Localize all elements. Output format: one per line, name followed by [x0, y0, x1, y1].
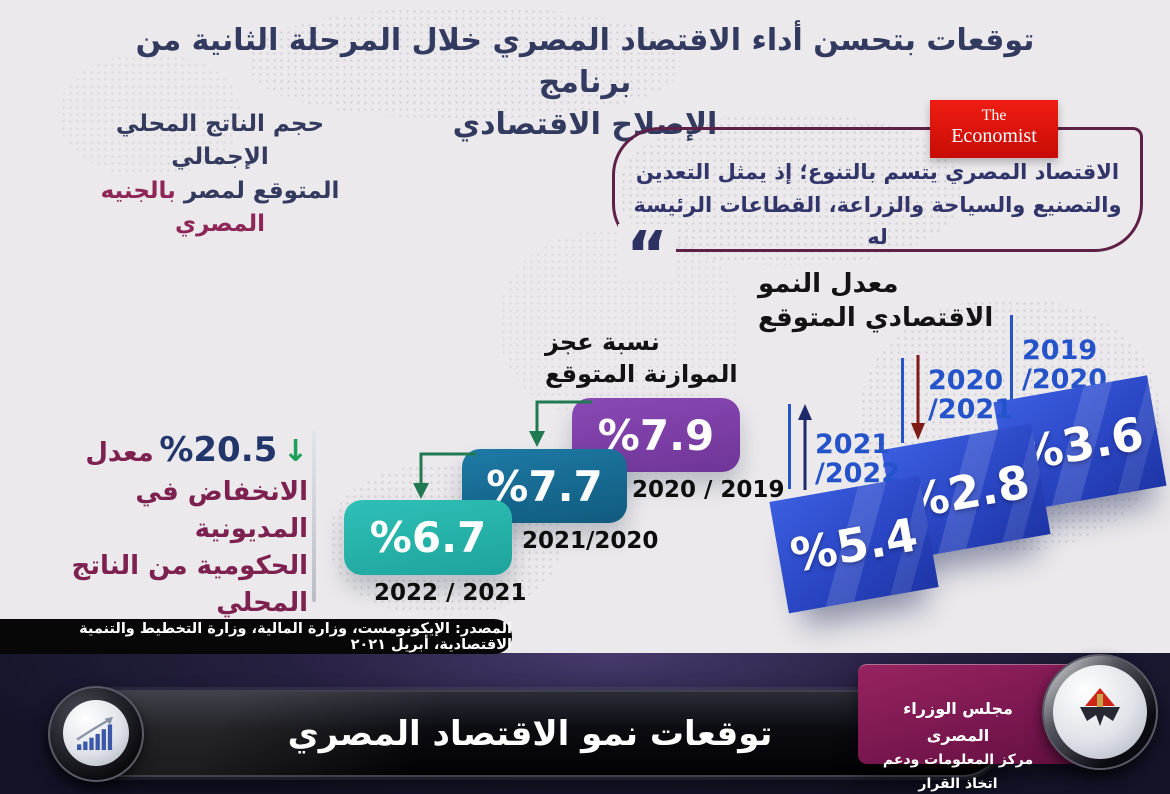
step-down-arrow-icon — [529, 400, 592, 447]
page-title-line2: الإصلاح الاقتصادي — [452, 107, 718, 142]
deficit-section-heading: نسبة عجز الموازنة المتوقع — [545, 326, 740, 391]
banner-gloss — [57, 692, 1003, 775]
debt-line1: ↓ %20.5 معدل — [18, 426, 308, 474]
vertical-divider — [312, 430, 316, 602]
gdp-heading-line1: حجم الناتج المحلي الإجمالي — [115, 111, 325, 171]
growth-year: 2019 /2020 — [1022, 336, 1107, 394]
growth-heading-line1: معدل النمو — [758, 269, 899, 299]
step-down-arrow-icon — [413, 452, 476, 499]
gdp-heading-line2-wrap: المتوقع لمصر بالجنيه المصري — [70, 175, 370, 242]
cabinet-badge — [1053, 665, 1147, 759]
down-arrow-icon — [911, 355, 925, 440]
quote-line1: الاقتصاد المصري يتسم بالتنوع؛ إذ يمثل ال… — [635, 160, 1120, 184]
year-top: 2020 — [928, 365, 1004, 396]
growth-heading-line2: الاقتصادي المتوقع — [758, 302, 994, 333]
deficit-year: 2020 / 2019 — [632, 477, 785, 503]
page-title: توقعات بتحسن أداء الاقتصاد المصري خلال ا… — [100, 20, 1070, 146]
cabinet-org-line2: مركز المعلومات ودعم اتخاذ القرار — [882, 752, 1034, 793]
debt-line2: الانخفاض في المديونية — [135, 477, 308, 545]
egypt-emblem-icon — [1080, 688, 1120, 726]
deficit-year: 2021/2020 — [522, 528, 659, 554]
cabinet-org-text: مجلس الوزراء المصرى مركز المعلومات ودعم … — [870, 695, 1046, 794]
footer-banner: توقعات نمو الاقتصاد المصري — [55, 690, 1005, 777]
deficit-heading-line1: نسبة عجز — [545, 328, 660, 356]
footer: توقعات نمو الاقتصاد المصري مجلس الوزراء … — [0, 653, 1170, 794]
economist-logo-line2: Economist — [951, 125, 1037, 148]
deficit-card-2021-2022: %6.7 — [329, 500, 512, 588]
economist-logo-line1: The — [981, 107, 1007, 124]
debt-label-inline: معدل — [85, 438, 154, 468]
deficit-year: 2022 / 2021 — [374, 580, 527, 606]
down-arrow-icon: ↓ — [282, 434, 308, 469]
year-marker-line — [901, 358, 904, 443]
chart-badge — [63, 700, 129, 766]
deficit-heading-line2: الموازنة المتوقع — [545, 360, 738, 389]
growth-value: %5.4 — [786, 506, 922, 583]
year-marker-line — [1010, 315, 1013, 403]
economist-logo: The Economist — [930, 100, 1058, 158]
up-arrow-icon — [798, 404, 812, 490]
economist-quote-box — [612, 127, 1143, 252]
page-title-line1: توقعات بتحسن أداء الاقتصاد المصري خلال ا… — [135, 23, 1035, 100]
growth-section-heading: معدل النمو الاقتصادي المتوقع — [758, 268, 1006, 336]
year-bottom: /2021 — [928, 394, 1014, 426]
dot-pattern — [250, 8, 680, 118]
growth-panel-2021-2022: %5.4 — [769, 475, 939, 614]
gdp-heading-accent: بالجنيه المصري — [100, 177, 265, 238]
deficit-card-2019-2020: %7.9 — [557, 398, 740, 485]
growth-year: 2021 /2022 — [815, 430, 900, 488]
bar-chart-icon — [76, 716, 114, 751]
debt-line3: الحكومية من الناتج المحلي — [71, 551, 308, 618]
quote-icon: “ — [618, 224, 677, 288]
economist-quote-text: الاقتصاد المصري يتسم بالتنوع؛ إذ يمثل ال… — [630, 156, 1125, 254]
source-text: المصدر: الإيكونومست، وزارة المالية، وزار… — [79, 620, 512, 653]
footer-banner-text: توقعات نمو الاقتصاد المصري — [287, 713, 773, 754]
year-marker-line — [788, 404, 791, 489]
quote-line2: والتصنيع والسياحة والزراعة، القطاعات الر… — [633, 192, 1122, 250]
year-top: 2021 — [815, 429, 891, 460]
dot-pattern — [60, 55, 240, 175]
gdp-section-heading: حجم الناتج المحلي الإجمالي المتوقع لمصر … — [70, 108, 370, 241]
cabinet-org-line1: مجلس الوزراء المصرى — [903, 699, 1013, 746]
gdp-heading-line2: المتوقع لمصر — [183, 177, 340, 204]
debt-value: %20.5 — [159, 430, 278, 470]
growth-year: 2020 /2021 — [928, 366, 1013, 424]
deficit-value: %7.7 — [486, 461, 603, 511]
source-bar: المصدر: الإيكونومست، وزارة المالية، وزار… — [0, 619, 512, 654]
year-top: 2019 — [1022, 335, 1098, 366]
deficit-value: %6.7 — [369, 513, 487, 562]
